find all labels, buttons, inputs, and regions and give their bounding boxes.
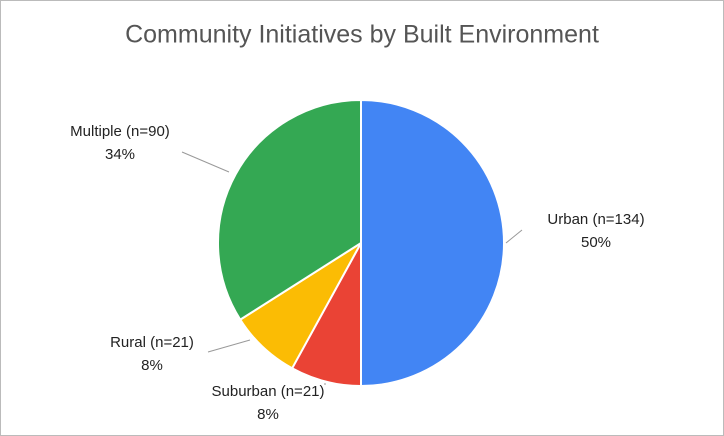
pie-slice [360, 98, 505, 388]
slice-label: Multiple (n=90) [70, 123, 170, 140]
slice-label: Urban (n=134) [547, 211, 644, 228]
slice-value-label: 34% [105, 146, 135, 163]
slice-value-label: 8% [257, 406, 279, 423]
slice-value-label: 50% [581, 234, 611, 251]
slice-label: Rural (n=21) [110, 334, 194, 351]
pie-slice [217, 98, 362, 322]
slice-value-label: 8% [141, 357, 163, 374]
slice-label: Suburban (n=21) [212, 383, 325, 400]
leader-line [505, 229, 523, 244]
leader-line [181, 151, 230, 173]
leader-line [207, 339, 251, 353]
chart-title: Community Initiatives by Built Environme… [125, 21, 599, 49]
